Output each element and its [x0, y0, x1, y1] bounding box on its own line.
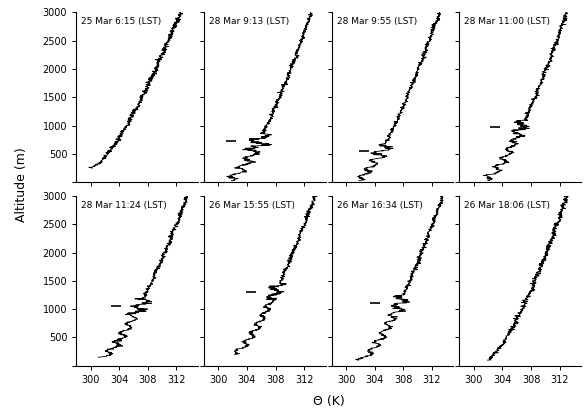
Text: Altitude (m): Altitude (m) — [15, 148, 28, 222]
Text: 26 Mar 16:34 (LST): 26 Mar 16:34 (LST) — [336, 201, 423, 210]
Text: 28 Mar 9:13 (LST): 28 Mar 9:13 (LST) — [209, 17, 289, 26]
Text: Θ (K): Θ (K) — [313, 395, 345, 408]
Text: 28 Mar 11:00 (LST): 28 Mar 11:00 (LST) — [464, 17, 551, 26]
Text: 25 Mar 6:15 (LST): 25 Mar 6:15 (LST) — [81, 17, 161, 26]
Text: 26 Mar 15:55 (LST): 26 Mar 15:55 (LST) — [209, 201, 295, 210]
Text: 28 Mar 11:24 (LST): 28 Mar 11:24 (LST) — [81, 201, 167, 210]
Text: 26 Mar 18:06 (LST): 26 Mar 18:06 (LST) — [464, 201, 551, 210]
Text: 28 Mar 9:55 (LST): 28 Mar 9:55 (LST) — [336, 17, 417, 26]
